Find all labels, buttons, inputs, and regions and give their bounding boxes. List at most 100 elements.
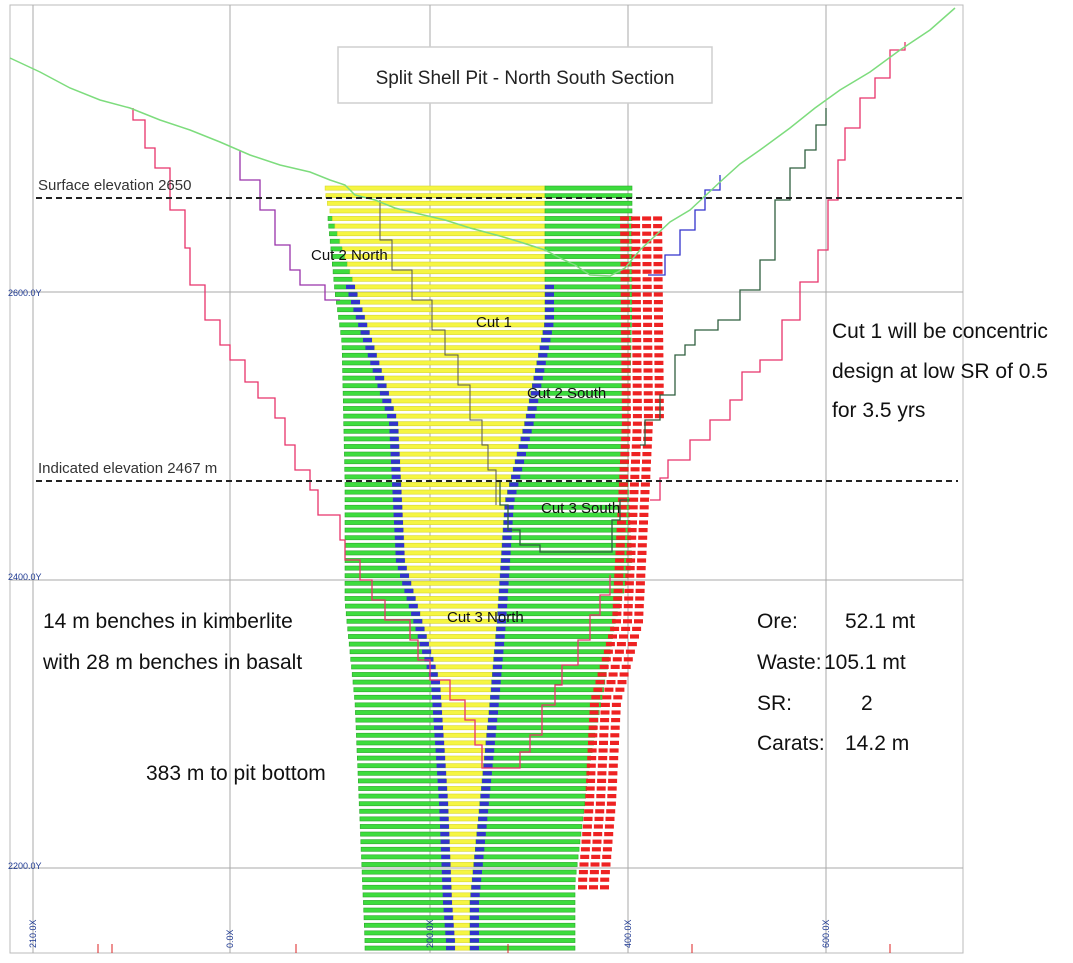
block-segment	[634, 619, 643, 624]
block-segment	[594, 816, 604, 821]
block-segment	[348, 634, 427, 639]
block-segment	[620, 224, 630, 229]
block-segment	[627, 642, 637, 647]
block-segment	[580, 847, 590, 852]
block-segment	[627, 535, 637, 540]
block-segment	[391, 459, 400, 464]
block-segment	[476, 831, 582, 837]
block-segment	[505, 497, 515, 502]
block-segment	[642, 231, 652, 236]
block-segment	[357, 292, 546, 297]
block-segment	[495, 634, 505, 639]
block-segment	[639, 505, 649, 510]
block-segment	[402, 581, 412, 586]
block-segment	[613, 588, 623, 593]
block-segment	[333, 276, 353, 282]
block-segment	[408, 604, 418, 609]
block-segment	[642, 216, 652, 221]
block-segment	[579, 862, 589, 867]
block-segment	[589, 877, 599, 882]
block-segment	[389, 429, 399, 434]
block-segment	[381, 368, 536, 373]
block-segment	[642, 262, 652, 267]
block-segment	[624, 596, 634, 601]
block-segment	[445, 930, 455, 935]
block-segment	[359, 816, 449, 822]
block-segment	[483, 763, 493, 768]
block-segment	[632, 406, 642, 411]
cut-2-north-label: Cut 2 North	[311, 247, 388, 264]
block-segment	[643, 330, 653, 335]
block-segment	[635, 581, 645, 586]
block-segment	[452, 907, 471, 913]
block-segment	[349, 269, 546, 275]
block-segment	[440, 824, 449, 829]
block-segment	[371, 337, 542, 343]
block-segment	[442, 725, 488, 731]
block-segment	[404, 550, 502, 556]
block-segment	[598, 756, 608, 761]
block-segment	[491, 679, 606, 685]
block-segment	[632, 398, 642, 403]
stat-label-sr: SR:	[757, 692, 792, 715]
block-segment	[439, 801, 449, 806]
block-segment	[406, 565, 501, 571]
block-segment	[422, 649, 432, 654]
block-segment	[614, 573, 624, 578]
block-segment	[499, 580, 627, 586]
block-segment	[632, 315, 641, 320]
block-segment	[625, 649, 635, 654]
block-segment	[359, 299, 546, 305]
block-segment	[620, 216, 630, 221]
block-segment	[393, 505, 403, 510]
block-segment	[448, 824, 478, 829]
block-segment	[587, 756, 597, 761]
block-segment	[637, 558, 647, 563]
block-segment	[496, 626, 506, 631]
block-segment	[643, 376, 653, 381]
block-segment	[393, 406, 529, 411]
block-segment	[485, 740, 594, 746]
block-segment	[640, 497, 650, 502]
block-segment	[497, 603, 620, 609]
block-segment	[602, 695, 612, 700]
block-segment	[346, 284, 355, 289]
block-segment	[507, 489, 629, 495]
block-segment	[487, 725, 497, 730]
block-segment	[393, 512, 403, 517]
y-tick-label-2400: 2400.0Y	[8, 572, 42, 582]
block-segment	[522, 428, 630, 434]
block-segment	[432, 695, 441, 700]
block-segment	[417, 634, 427, 639]
block-segment	[632, 368, 642, 373]
block-segment	[402, 520, 504, 525]
block-segment	[475, 839, 581, 845]
block-segment	[353, 307, 363, 312]
block-segment	[493, 656, 610, 662]
block-segment	[630, 467, 640, 472]
block-segment	[469, 907, 576, 913]
block-segment	[344, 565, 408, 571]
block-segment	[440, 694, 491, 700]
block-segment	[444, 915, 454, 920]
block-segment	[585, 786, 595, 791]
block-segment	[517, 452, 526, 457]
block-segment	[641, 474, 651, 479]
block-segment	[620, 277, 630, 282]
block-segment	[642, 444, 652, 449]
block-segment	[544, 322, 632, 328]
block-segment	[359, 824, 450, 829]
block-segment	[441, 862, 451, 867]
block-segment	[637, 550, 647, 555]
cut1-note-line-1: Cut 1 will be concentric	[832, 320, 1048, 343]
block-segment	[492, 672, 502, 677]
block-segment	[453, 930, 471, 936]
block-segment	[488, 710, 600, 715]
block-segment	[623, 604, 633, 609]
block-segment	[428, 641, 496, 647]
block-segment	[431, 680, 440, 685]
block-segment	[441, 854, 451, 859]
block-segment	[361, 869, 452, 875]
block-segment	[484, 755, 591, 761]
